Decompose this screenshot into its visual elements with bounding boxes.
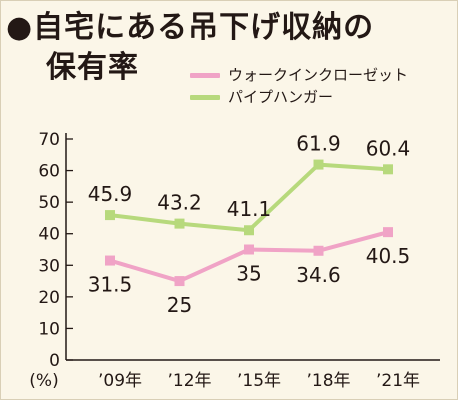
y-tick-label: 50 (38, 193, 60, 213)
x-tick-label: ’12年 (167, 371, 211, 391)
data-point (244, 225, 254, 236)
data-point (105, 255, 115, 266)
legend-swatch-pipe (190, 94, 220, 100)
legend-item-walkin: ウォークインクローゼット (190, 64, 408, 86)
data-label: 45.9 (88, 182, 133, 206)
chart-title-line-2: 保有率 (46, 50, 139, 85)
data-point (383, 164, 393, 175)
legend-item-pipe: パイプハンガー (190, 86, 408, 108)
data-label: 34.6 (296, 263, 341, 287)
data-point (244, 244, 254, 255)
y-tick-label: 20 (38, 288, 60, 308)
y-tick-label: 60 (38, 162, 60, 182)
data-label: 43.2 (157, 191, 202, 215)
data-point (174, 218, 185, 229)
chart-title-line-1: ●自宅にある吊下げ収納の (6, 10, 375, 45)
data-label: 60.4 (366, 136, 411, 160)
chart-title: ●自宅にある吊下げ収納の 保有率 (6, 8, 374, 88)
legend-label-walkin: ウォークインクローゼット (228, 66, 409, 84)
data-label: 25 (167, 293, 192, 317)
y-unit-label: (%) (29, 371, 58, 391)
data-point (174, 276, 185, 287)
x-tick-label: ’21年 (376, 371, 420, 391)
legend-swatch-walkin (190, 72, 220, 78)
data-point (313, 245, 324, 256)
data-point (383, 227, 393, 238)
legend-label-pipe: パイプハンガー (228, 88, 334, 106)
y-tick-label: 10 (38, 319, 60, 339)
data-label: 41.1 (227, 197, 272, 221)
x-tick-label: ’18年 (306, 371, 350, 391)
x-tick-label: ’09年 (98, 371, 142, 391)
data-label: 35 (236, 262, 261, 286)
y-tick-label: 70 (38, 130, 60, 150)
y-tick-label: 30 (38, 256, 60, 276)
data-label: 61.9 (296, 132, 341, 156)
data-label: 31.5 (88, 273, 133, 297)
chart-legend: ウォークインクローゼット パイプハンガー (190, 64, 408, 108)
x-tick-label: ’15年 (237, 371, 281, 391)
y-tick-label: 40 (38, 225, 60, 245)
data-point (313, 159, 324, 170)
data-point (105, 210, 115, 221)
data-label: 40.5 (366, 244, 411, 268)
y-tick-label: 0 (49, 351, 60, 371)
